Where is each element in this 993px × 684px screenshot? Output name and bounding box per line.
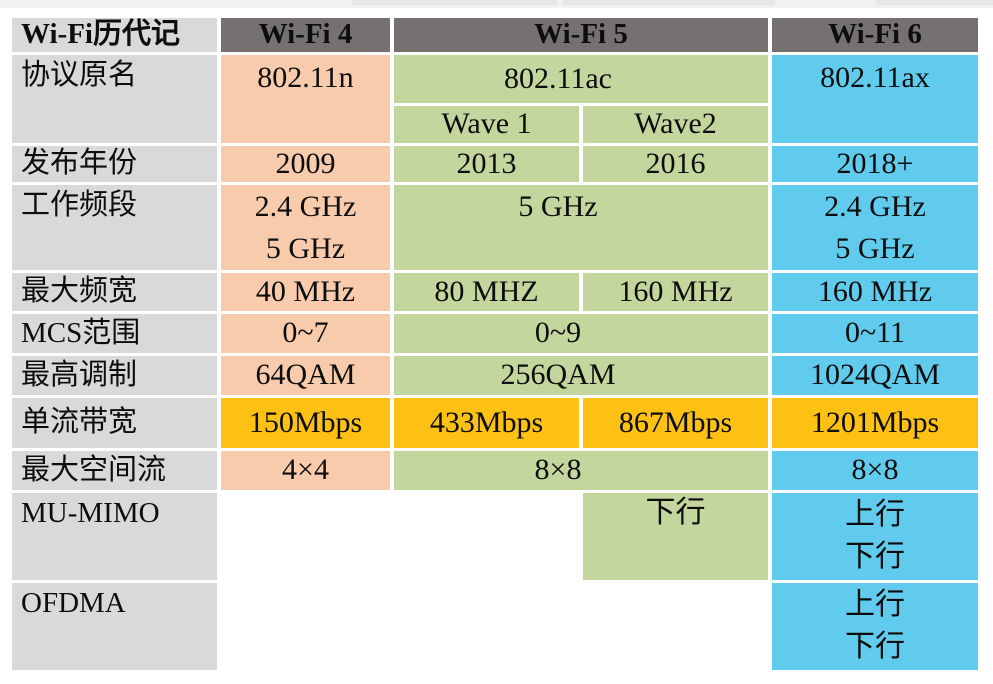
header-cell-wifi4: Wi-Fi 4 xyxy=(221,18,390,52)
cell-bandwidth-wave1: 80 MHZ xyxy=(394,273,579,311)
cell-protocol-wave1: Wave 1 xyxy=(394,106,579,143)
cell-bandwidth-wifi6: 160 MHz xyxy=(772,273,978,311)
top-strip-segment xyxy=(352,0,557,5)
cell-rate-wave1: 433Mbps xyxy=(394,398,579,448)
band-wifi4-line2: 5 GHz xyxy=(265,232,346,265)
cell-protocol-wifi5: 802.11ac xyxy=(394,55,768,103)
cell-rate-wifi6: 1201Mbps xyxy=(772,398,978,448)
cell-mcs-wifi5: 0~9 xyxy=(394,314,768,353)
cell-year-wave1: 2013 xyxy=(394,146,579,182)
cell-year-wifi4: 2009 xyxy=(221,146,390,182)
top-strip-segment xyxy=(876,0,993,5)
cell-band-wifi4: 2.4 GHz 5 GHz xyxy=(221,185,390,270)
band-wifi5-line1: 5 GHz xyxy=(518,190,598,223)
band-wifi6-line2: 5 GHz xyxy=(835,232,915,265)
cell-mcs-wifi6: 0~11 xyxy=(772,314,978,353)
cell-modulation-wifi5: 256QAM xyxy=(394,356,768,395)
row-label-mcs: MCS范围 xyxy=(12,314,217,353)
header-cell-wifi5: Wi-Fi 5 xyxy=(394,18,768,52)
row-label-max-bandwidth: 最大频宽 xyxy=(12,273,217,311)
top-strip-segment xyxy=(563,0,775,5)
row-label-mu-mimo: MU-MIMO xyxy=(12,493,217,580)
row-label-spatial: 最大空间流 xyxy=(12,451,217,490)
cell-ofdma-wifi6: 上行 下行 xyxy=(772,583,978,670)
cell-spatial-wifi4: 4×4 xyxy=(221,451,390,490)
cell-mumimo-wave2: 下行 xyxy=(583,493,768,580)
row-label-release-year: 发布年份 xyxy=(12,146,217,182)
cell-bandwidth-wave2: 160 MHz xyxy=(583,273,768,311)
cell-spatial-wifi6: 8×8 xyxy=(772,451,978,490)
header-cell-wifi6: Wi-Fi 6 xyxy=(772,18,978,52)
cell-rate-wave2: 867Mbps xyxy=(583,398,768,448)
row-label-modulation: 最高调制 xyxy=(12,356,217,395)
cell-rate-wifi4: 150Mbps xyxy=(221,398,390,448)
row-label-ofdma: OFDMA xyxy=(12,583,217,670)
cell-modulation-wifi4: 64QAM xyxy=(221,356,390,395)
mumimo-wifi6-line1: 上行 xyxy=(845,498,905,531)
cell-mumimo-wifi6: 上行 下行 xyxy=(772,493,978,580)
header-cell-corner: Wi-Fi历代记 xyxy=(12,18,217,52)
cell-modulation-wifi6: 1024QAM xyxy=(772,356,978,395)
cell-year-wifi6: 2018+ xyxy=(772,146,978,182)
cell-protocol-wifi4: 802.11n xyxy=(221,55,390,143)
top-strip xyxy=(0,0,993,8)
row-label-protocol: 协议原名 xyxy=(12,55,217,143)
mumimo-wifi6-line2: 下行 xyxy=(845,540,905,573)
row-label-stream-rate: 单流带宽 xyxy=(12,398,217,448)
ofdma-wifi6-line1: 上行 xyxy=(845,588,905,621)
row-label-band: 工作频段 xyxy=(12,185,217,270)
cell-bandwidth-wifi4: 40 MHz xyxy=(221,273,390,311)
cell-protocol-wave2: Wave2 xyxy=(583,106,768,143)
cell-spatial-wifi5: 8×8 xyxy=(394,451,768,490)
cell-year-wave2: 2016 xyxy=(583,146,768,182)
ofdma-wifi6-line2: 下行 xyxy=(845,630,905,663)
cell-band-wifi6: 2.4 GHz 5 GHz xyxy=(772,185,978,270)
wifi-comparison-table: Wi-Fi历代记 Wi-Fi 4 Wi-Fi 5 Wi-Fi 6 协议原名 80… xyxy=(12,18,978,670)
band-wifi4-line1: 2.4 GHz xyxy=(254,190,357,223)
cell-mcs-wifi4: 0~7 xyxy=(221,314,390,353)
cell-band-wifi5: 5 GHz xyxy=(394,185,768,270)
cell-protocol-wifi6: 802.11ax xyxy=(772,55,978,143)
band-wifi6-line1: 2.4 GHz xyxy=(824,190,926,223)
